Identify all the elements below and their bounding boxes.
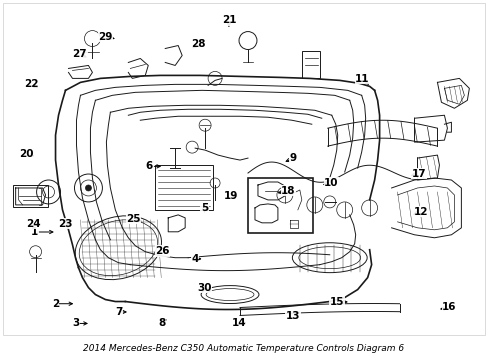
Text: 11: 11 xyxy=(354,74,369,84)
Text: 14: 14 xyxy=(231,318,245,328)
Text: 27: 27 xyxy=(72,49,87,59)
Text: 21: 21 xyxy=(221,15,236,26)
Text: 24: 24 xyxy=(26,219,41,229)
Text: 1: 1 xyxy=(31,227,39,237)
Circle shape xyxy=(85,185,91,191)
Text: 4: 4 xyxy=(191,254,198,264)
Text: 28: 28 xyxy=(190,39,205,49)
Text: 16: 16 xyxy=(441,302,456,312)
Text: 5: 5 xyxy=(201,203,208,213)
Bar xyxy=(13,185,47,207)
Bar xyxy=(155,165,213,210)
Text: 13: 13 xyxy=(285,311,300,321)
Text: 12: 12 xyxy=(413,207,427,217)
Text: 3: 3 xyxy=(73,319,80,328)
Bar xyxy=(301,50,319,78)
Text: 9: 9 xyxy=(289,153,296,163)
Text: 8: 8 xyxy=(158,319,165,328)
Text: 6: 6 xyxy=(145,161,153,171)
Text: 20: 20 xyxy=(19,149,33,159)
Text: 2: 2 xyxy=(52,299,59,309)
Text: 30: 30 xyxy=(197,283,211,293)
Text: 17: 17 xyxy=(411,168,426,179)
Text: 10: 10 xyxy=(324,178,338,188)
Text: 7: 7 xyxy=(115,307,122,317)
Text: 23: 23 xyxy=(58,219,72,229)
Text: 22: 22 xyxy=(23,79,38,89)
Text: 18: 18 xyxy=(281,186,295,196)
Text: 25: 25 xyxy=(126,214,140,224)
Bar xyxy=(247,178,312,233)
Text: 19: 19 xyxy=(223,191,238,201)
Text: 29: 29 xyxy=(98,32,113,41)
Text: 26: 26 xyxy=(155,246,169,256)
Text: 15: 15 xyxy=(329,297,344,307)
Text: 2014 Mercedes-Benz C350 Automatic Temperature Controls Diagram 6: 2014 Mercedes-Benz C350 Automatic Temper… xyxy=(83,344,404,353)
